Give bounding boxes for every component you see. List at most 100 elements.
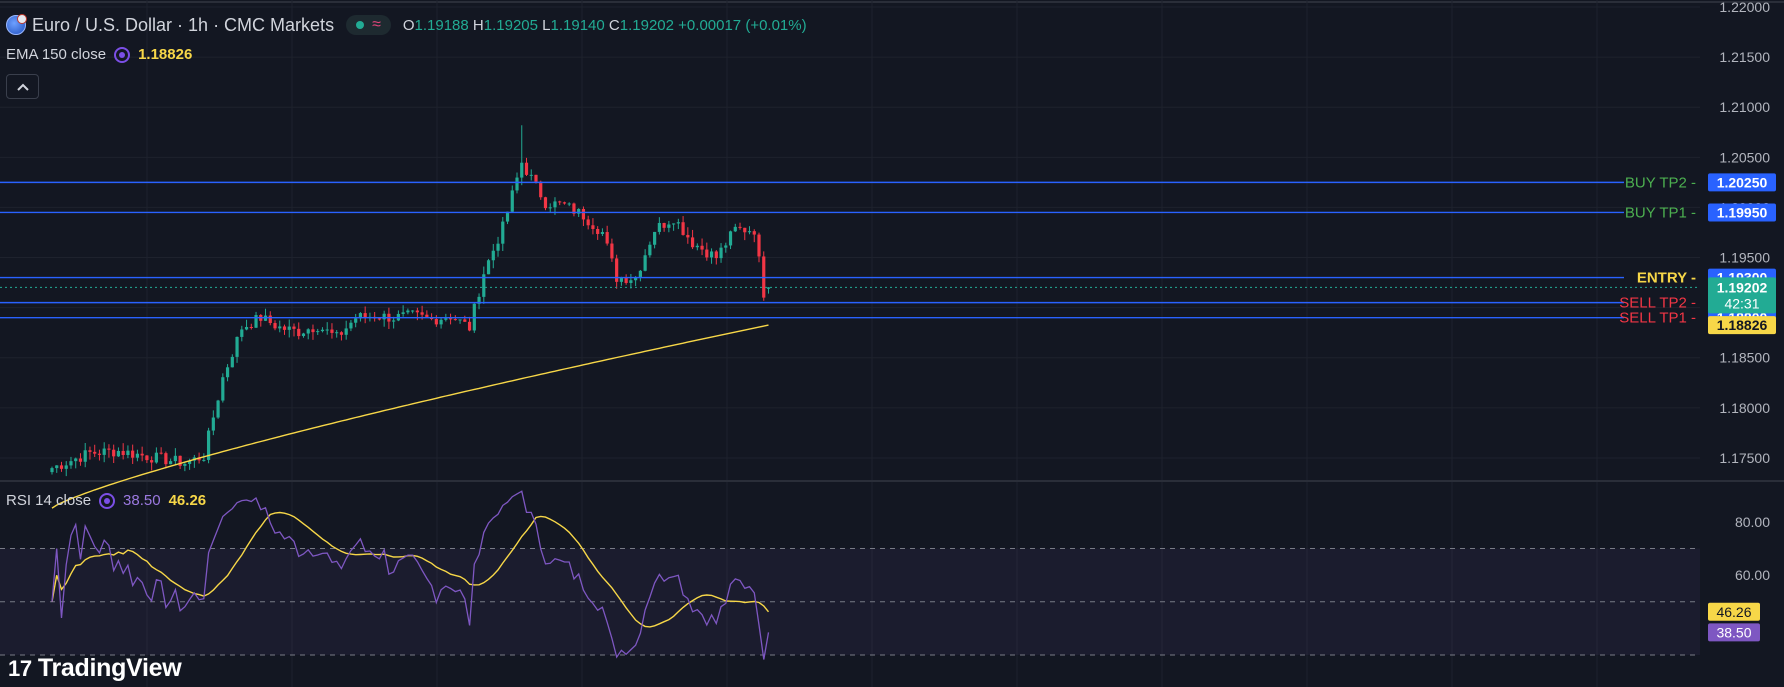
candle-body xyxy=(448,318,453,320)
candle-body xyxy=(643,255,647,271)
candle-body xyxy=(55,465,59,469)
candle-body xyxy=(562,202,567,204)
change-value: +0.00017 (+0.01%) xyxy=(678,16,807,34)
candle-body xyxy=(178,455,182,466)
candle-body xyxy=(667,224,671,228)
candle-body xyxy=(605,232,609,244)
candle-body xyxy=(344,328,348,335)
candle-body xyxy=(126,450,130,456)
candle-body xyxy=(382,313,386,320)
candle-body xyxy=(411,310,415,312)
candle-body xyxy=(586,219,590,226)
candle-body xyxy=(306,329,310,334)
level-label: SELL TP1 - xyxy=(1619,310,1696,327)
candle-body xyxy=(74,458,78,462)
candle-body xyxy=(700,245,704,250)
price-axis-tick: 1.17500 xyxy=(1719,450,1770,466)
ohlc-readout: O1.19188 H1.19205 L1.19140 C1.19202 +0.0… xyxy=(402,16,807,34)
candle-body xyxy=(648,244,652,256)
current-price-tag xyxy=(1708,277,1776,314)
ema-legend[interactable]: EMA 150 close 1.18826 xyxy=(6,46,192,63)
rsi-axis-tick: 60.00 xyxy=(1735,567,1770,583)
candle-body xyxy=(439,319,443,325)
eur-usd-flag-icon xyxy=(6,14,27,35)
candle-body xyxy=(747,231,752,233)
rsi-settings-icon[interactable] xyxy=(99,492,116,509)
candle-body xyxy=(567,203,571,205)
candle-body xyxy=(615,258,619,282)
ema-label: EMA 150 close xyxy=(6,46,107,63)
candle-body xyxy=(548,207,552,209)
price-axis-tick: 1.19500 xyxy=(1719,250,1770,266)
candle-body xyxy=(539,181,543,198)
candle-body xyxy=(278,326,282,329)
price-axis-tick: 1.21500 xyxy=(1719,49,1770,65)
candle-body xyxy=(415,310,419,313)
collapse-legend-button[interactable] xyxy=(6,74,39,99)
tradingview-logo[interactable]: 17 TradingView xyxy=(8,654,182,683)
candle-body xyxy=(577,208,581,214)
rsi-tag-text: 38.50 xyxy=(1716,624,1751,640)
market-status-pill[interactable]: ≈ xyxy=(346,15,391,35)
bar-countdown: 42:31 xyxy=(1724,295,1759,311)
candle-body xyxy=(183,463,187,466)
candle-body xyxy=(254,315,258,328)
low-value: 1.19140 xyxy=(550,16,605,34)
rsi-label: RSI 14 close xyxy=(6,492,92,509)
open-value: 1.19188 xyxy=(414,16,469,34)
candle-body xyxy=(676,222,680,224)
candle-body xyxy=(634,277,638,281)
candle-body xyxy=(150,460,154,463)
candle-body xyxy=(486,260,491,275)
candle-body xyxy=(297,328,301,337)
candle-body xyxy=(482,274,486,297)
candle-body xyxy=(529,174,533,176)
candle-body xyxy=(510,190,514,212)
candle-body xyxy=(202,459,206,461)
candle-body xyxy=(553,201,557,208)
candle-body xyxy=(135,453,140,458)
candle-body xyxy=(240,329,244,337)
candle-body xyxy=(752,231,756,235)
ema-settings-icon[interactable] xyxy=(114,46,131,63)
candle-body xyxy=(235,336,239,357)
candle-body xyxy=(97,453,102,455)
rsi-ma-tag xyxy=(1708,602,1760,621)
candle-body xyxy=(121,450,125,456)
candle-body xyxy=(282,326,287,330)
candle-body xyxy=(491,250,495,261)
rsi-value: 38.50 xyxy=(123,492,161,509)
candle-body xyxy=(377,318,382,320)
candle-body xyxy=(624,277,628,283)
candle-body xyxy=(354,318,358,323)
candle-body xyxy=(453,319,457,321)
candle-body xyxy=(88,450,92,452)
candle-body xyxy=(268,315,272,324)
market-open-dot-icon xyxy=(356,21,365,29)
candle-body xyxy=(709,251,714,258)
symbol-title[interactable]: Euro / U.S. Dollar · 1h · CMC Markets xyxy=(32,14,335,35)
high-value: 1.19205 xyxy=(483,16,538,34)
candle-body xyxy=(197,457,201,461)
candle-body xyxy=(230,356,234,368)
candle-body xyxy=(596,228,600,234)
rsi-legend[interactable]: RSI 14 close 38.50 46.26 xyxy=(6,492,206,509)
candle-body xyxy=(733,226,737,232)
candle-body xyxy=(534,174,538,182)
candle-body xyxy=(690,237,695,248)
candle-body xyxy=(671,223,676,225)
candle-body xyxy=(225,367,230,378)
candle-body xyxy=(619,277,623,282)
logo-text: TradingView xyxy=(37,654,182,682)
candle-body xyxy=(301,333,306,337)
candle-body xyxy=(581,208,586,220)
candle-body xyxy=(311,329,315,333)
ema-line xyxy=(51,324,769,509)
candle-body xyxy=(358,313,363,319)
candle-body xyxy=(458,319,462,321)
rsi-ma-value: 46.26 xyxy=(168,492,207,509)
candle-body xyxy=(320,329,325,332)
rsi-tag xyxy=(1708,623,1760,642)
